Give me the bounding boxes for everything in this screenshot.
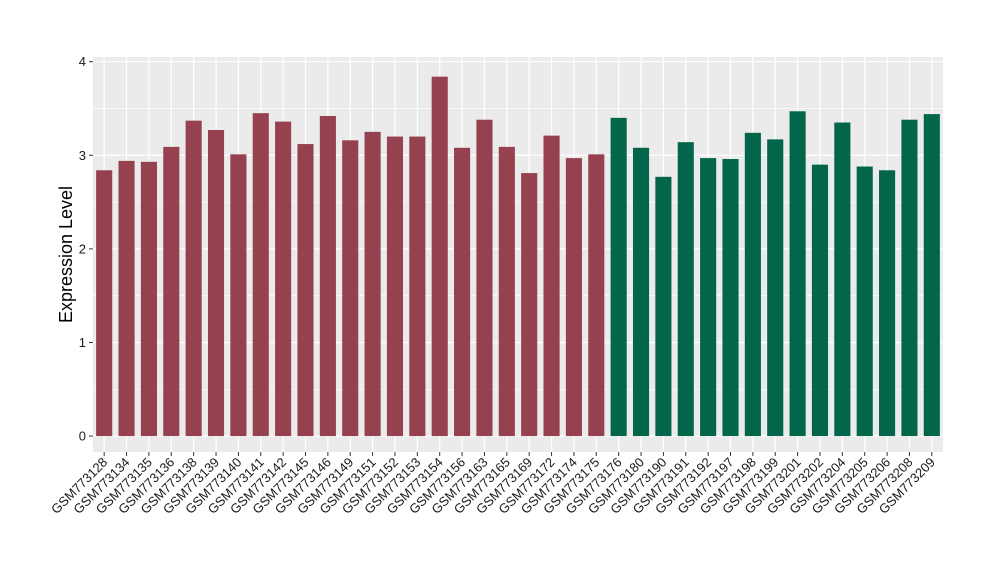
bar-GSM773128 [96,170,113,437]
bar-GSM773192 [700,158,717,437]
bar-GSM773140 [230,154,247,437]
bar-GSM773172 [543,135,560,437]
bar-GSM773206 [879,170,896,437]
y-axis-label: Expression Level [56,186,76,323]
bar-GSM773136 [163,146,180,437]
y-tick-label: 3 [79,148,86,163]
y-tick-label: 0 [79,429,86,444]
bars-group [96,76,940,437]
bar-GSM773134 [118,160,135,437]
bar-GSM773190 [655,176,672,437]
bar-GSM773135 [140,161,157,437]
bar-GSM773142 [275,121,292,437]
bar-GSM773209 [923,114,940,437]
bar-GSM773180 [632,147,650,437]
bar-GSM773201 [789,111,806,437]
bar-GSM773146 [319,115,336,437]
bar-GSM773191 [677,142,694,437]
y-tick-label: 1 [79,335,86,350]
bar-GSM773202 [811,164,829,437]
bar-GSM773149 [342,140,359,437]
bar-GSM773156 [454,147,471,437]
y-tick-label: 2 [79,241,86,256]
bar-GSM773152 [386,136,404,437]
bar-GSM773205 [856,166,873,437]
y-axis: 0 1 2 3 4 [79,54,93,444]
bar-GSM773204 [834,122,851,437]
bar-GSM773145 [297,144,314,437]
bar-GSM773163 [476,119,493,437]
bar-GSM773208 [901,119,918,437]
bar-GSM773199 [767,139,784,437]
bar-GSM773174 [565,158,582,437]
bar-GSM773138 [185,120,202,437]
bar-GSM773139 [207,130,225,437]
bar-GSM773153 [409,136,426,437]
bar-GSM773154 [431,76,448,437]
bar-GSM773197 [722,159,739,437]
bar-GSM773175 [588,154,605,437]
bar-GSM773198 [744,132,761,437]
bar-GSM773169 [521,173,538,437]
bar-GSM773141 [252,113,269,437]
bar-GSM773176 [610,117,627,437]
bar-GSM773165 [498,146,515,437]
y-tick-label: 4 [79,54,86,69]
x-axis: GSM773128GSM773134GSM773135GSM773136GSM7… [48,452,938,517]
bar-GSM773151 [364,131,381,437]
